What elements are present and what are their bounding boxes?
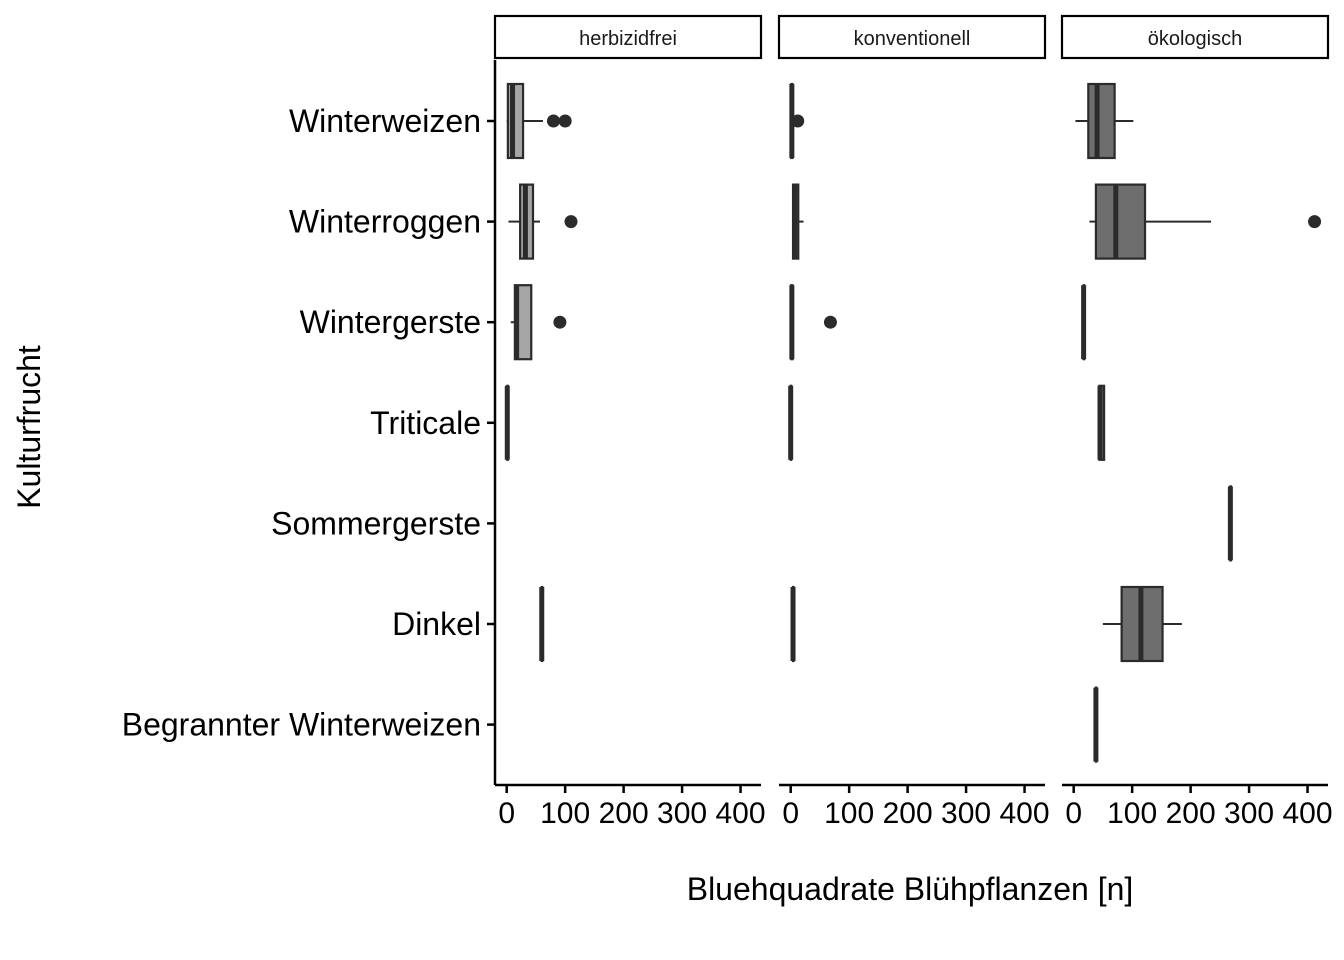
facet-strips: herbizidfrei konventionell ökologisch (493, 14, 1330, 60)
category-labels: Winterweizen Winterroggen Wintergerste Trit… (122, 103, 481, 743)
outlier-herbizidfrei-winterweizen-1 (558, 114, 572, 128)
outlier-herbizidfrei-winterroggen-0 (564, 215, 578, 229)
category-label-winterroggen: Winterroggen (289, 204, 481, 240)
outlier-herbizidfrei-winterweizen-0 (546, 114, 560, 128)
category-label-winterweizen: Winterweizen (289, 103, 481, 139)
strip-oekologisch (1060, 14, 1330, 60)
strip-label-herbizidfrei: herbizidfrei (579, 28, 677, 50)
x-tick-labels: 0 100 200 300 400 0 100 200 300 400 0 100 200 300 400 (498, 797, 1332, 830)
outlier-konventionell-winterweizen-0 (791, 114, 805, 128)
x-tick-label-konventionell-200: 200 (883, 797, 933, 830)
strip-label-oekologisch: ökologisch (1148, 28, 1243, 50)
chart-axes (487, 60, 1328, 793)
chart-marks (504, 82, 1322, 763)
x-tick-label-konventionell-0: 0 (782, 797, 799, 830)
x-tick-label-herbizidfrei-100: 100 (540, 797, 590, 830)
outlier-oekologisch-winterroggen-0 (1308, 215, 1322, 229)
x-tick-label-oekologisch-100: 100 (1107, 797, 1157, 830)
x-tick-label-herbizidfrei-300: 300 (657, 797, 707, 830)
x-tick-label-konventionell-100: 100 (824, 797, 874, 830)
outlier-konventionell-wintergerste-0 (823, 315, 837, 329)
strip-herbizidfrei (493, 14, 763, 60)
outlier-herbizidfrei-wintergerste-0 (553, 315, 567, 329)
x-tick-label-oekologisch-200: 200 (1166, 797, 1216, 830)
x-tick-label-konventionell-300: 300 (941, 797, 991, 830)
x-tick-label-oekologisch-400: 400 (1283, 797, 1333, 830)
category-label-dinkel: Dinkel (392, 606, 481, 642)
x-tick-label-herbizidfrei-200: 200 (599, 797, 649, 830)
x-tick-label-oekologisch-300: 300 (1224, 797, 1274, 830)
category-label-sommergerste: Sommergerste (271, 505, 481, 541)
x-axis-title: Bluehquadrate Blühpflanzen [n] (687, 871, 1134, 907)
category-label-begrannter-winterweizen: Begrannter Winterweizen (122, 707, 481, 743)
x-tick-label-herbizidfrei-0: 0 (498, 797, 515, 830)
x-tick-label-herbizidfrei-400: 400 (716, 797, 766, 830)
y-axis-title: Kulturfrucht (11, 345, 47, 509)
category-label-wintergerste: Wintergerste (300, 304, 481, 340)
x-tick-label-oekologisch-0: 0 (1065, 797, 1082, 830)
x-tick-label-konventionell-400: 400 (1000, 797, 1050, 830)
strip-konventionell (777, 14, 1047, 60)
category-label-triticale: Triticale (370, 405, 481, 441)
box-oekologisch-winterweizen (1087, 82, 1116, 160)
strip-label-konventionell: konventionell (854, 28, 971, 50)
box-oekologisch-winterroggen (1094, 183, 1147, 260)
